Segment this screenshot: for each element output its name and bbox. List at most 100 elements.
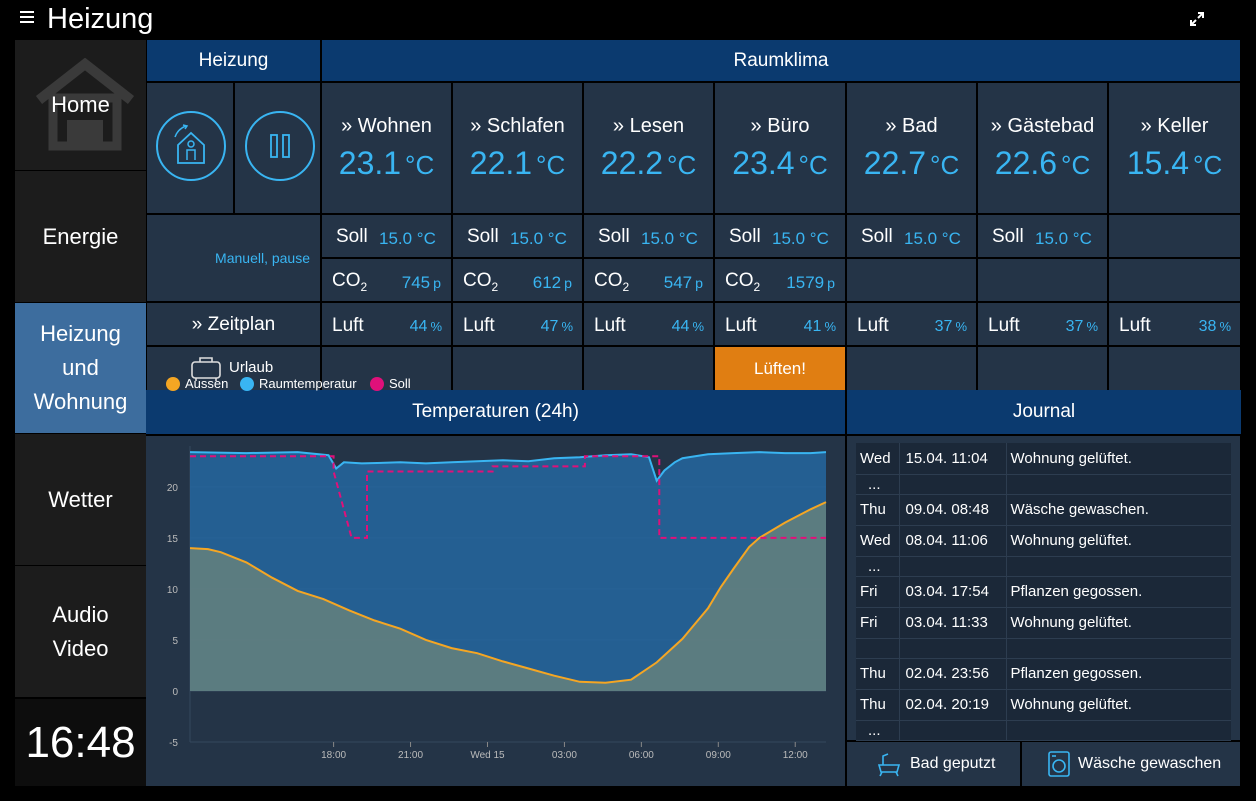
co2-value: 1579 p: [786, 273, 835, 293]
room-card[interactable]: » Bad 22.7 °C: [847, 83, 976, 213]
empty-cell: [1109, 347, 1240, 390]
co2-text: CO: [332, 270, 361, 291]
co2-value: 547 p: [664, 273, 703, 293]
bad-geputzt-button[interactable]: Bad geputzt: [847, 742, 1020, 786]
journal-date: 08.04. 11:06: [899, 525, 1007, 557]
nav-item-heizung-wohnung[interactable]: Heizung und Wohnung: [15, 303, 146, 434]
clock: 16:48: [15, 699, 146, 786]
dashed-line-icon: [370, 376, 384, 391]
co2-unit: p: [695, 276, 703, 292]
co2-text: CO: [594, 270, 623, 291]
co2-subscript: 2: [753, 279, 761, 294]
chart-title: Temperaturen (24h): [146, 390, 845, 434]
x-tick-label: 12:00: [783, 750, 808, 761]
nav-item-audio-video[interactable]: Audio Video: [15, 566, 146, 698]
journal-row: ...: [856, 720, 1231, 741]
x-tick-label: 21:00: [398, 750, 423, 761]
soll-cell[interactable]: Soll 15.0 °C: [322, 215, 451, 257]
empty-cell: [847, 347, 976, 390]
journal-row: ...: [856, 556, 1231, 577]
humidity-unit: %: [955, 319, 967, 334]
nav-item-energie[interactable]: Energie: [15, 171, 146, 303]
soll-value: 15.0 °C: [510, 229, 567, 248]
suitcase-icon: [191, 357, 221, 381]
humidity-number: 44: [409, 318, 428, 335]
journal-date: 09.04. 08:48: [899, 494, 1007, 526]
soll-value: 15.0 °C: [379, 229, 436, 248]
y-tick-label: 15: [167, 534, 179, 545]
humidity-label: Luft: [988, 315, 1020, 336]
soll-cell[interactable]: Soll 15.0 °C: [978, 215, 1107, 257]
mountain-icon: [166, 376, 180, 391]
co2-label: CO2: [725, 270, 760, 294]
soll-cell[interactable]: Soll 15.0 °C: [847, 215, 976, 257]
soll-cell[interactable]: Soll 15.0 °C: [715, 215, 845, 257]
waesche-gewaschen-label: Wäsche gewaschen: [1078, 755, 1222, 772]
humidity-cell: Luft 47%: [453, 303, 582, 345]
soll-line: [190, 455, 826, 539]
co2-label: CO2: [463, 270, 498, 294]
nav-label-energie: Energie: [42, 223, 119, 249]
co2-cell: CO2 1579 p: [715, 259, 845, 301]
journal-empty: [1006, 474, 1231, 495]
soll-cell[interactable]: Soll 15.0 °C: [453, 215, 582, 257]
humidity-unit: %: [430, 319, 442, 334]
legend-soll-label: Soll: [389, 376, 411, 391]
legend-aussen[interactable]: Aussen: [166, 376, 228, 391]
journal-row: Fri 03.04. 11:33 Wohnung gelüftet.: [856, 607, 1231, 639]
room-card[interactable]: » Schlafen 22.1 °C: [453, 83, 582, 213]
fullscreen-icon[interactable]: [1188, 10, 1206, 28]
soll-cell[interactable]: Soll 15.0 °C: [584, 215, 713, 257]
temperature-chart: -5 0 5 10 15 20 18:00 21:00 Wed 15 03:00 06:00 09:0…: [167, 446, 885, 761]
auto-mode-button[interactable]: [147, 83, 233, 213]
journal-empty: [1006, 720, 1231, 741]
journal-day: Thu: [856, 689, 900, 721]
nav-label-line2: und: [62, 355, 99, 380]
room-card[interactable]: » Gästebad 22.6 °C: [978, 83, 1107, 213]
journal-panel: Journal Wed 15.04. 11:04 Wohnung gelüftet.…: [846, 390, 1241, 786]
legend-raumtemperatur[interactable]: Raumtemperatur: [240, 376, 357, 391]
journal-row: ...: [856, 474, 1231, 495]
y-tick-label: 10: [167, 585, 179, 596]
room-card[interactable]: » Keller 15.4 °C: [1109, 83, 1240, 213]
co2-unit: p: [827, 276, 835, 292]
room-name: » Bad: [885, 115, 938, 137]
nav-item-wetter[interactable]: Wetter: [15, 434, 146, 566]
bathtub-icon: [877, 753, 901, 777]
humidity-number: 41: [803, 318, 822, 335]
pause-icon: [270, 134, 290, 158]
lueften-button[interactable]: Lüften!: [715, 347, 845, 390]
soll-label: Soll: [861, 226, 893, 247]
journal-date: 03.04. 11:33: [899, 607, 1007, 639]
temperature-unit: °C: [1061, 150, 1091, 180]
waesche-gewaschen-button[interactable]: Wäsche gewaschen: [1022, 742, 1240, 786]
humidity-cell: Luft 37%: [847, 303, 976, 345]
nav-item-home[interactable]: Home: [15, 40, 146, 171]
bad-geputzt-label: Bad geputzt: [910, 755, 996, 772]
legend-soll[interactable]: Soll: [370, 376, 411, 391]
co2-cell: [847, 259, 976, 301]
chart-body: -5 0 5 10 15 20 18:00 21:00 Wed 15 03:00 06:00 09:0…: [146, 436, 885, 786]
humidity-number: 38: [1198, 318, 1217, 335]
soll-label: Soll: [336, 226, 368, 247]
journal-empty: [899, 556, 1007, 577]
soll-label: Soll: [729, 226, 761, 247]
room-temperature: 23.1 °C: [322, 145, 451, 182]
pause-button[interactable]: [235, 83, 320, 213]
co2-unit: p: [433, 276, 441, 292]
hamburger-menu-icon[interactable]: [20, 11, 34, 25]
room-name: » Gästebad: [990, 115, 1095, 137]
journal-day: Thu: [856, 658, 900, 690]
humidity-value: 37%: [1066, 318, 1098, 336]
room-card[interactable]: » Lesen 22.2 °C: [584, 83, 713, 213]
heating-mode-status: Manuell, pause: [147, 215, 320, 301]
room-card[interactable]: » Wohnen 23.1 °C: [322, 83, 451, 213]
x-tick-label: Wed 15: [470, 750, 505, 761]
room-card[interactable]: » Büro 23.4 °C: [715, 83, 845, 213]
journal-empty: [899, 720, 1007, 741]
humidity-label: Luft: [857, 315, 889, 336]
soll-cell: [1109, 215, 1240, 257]
zeitplan-link[interactable]: » Zeitplan: [147, 303, 320, 345]
x-tick-label: 03:00: [552, 750, 577, 761]
journal-date: 15.04. 11:04: [899, 443, 1007, 475]
